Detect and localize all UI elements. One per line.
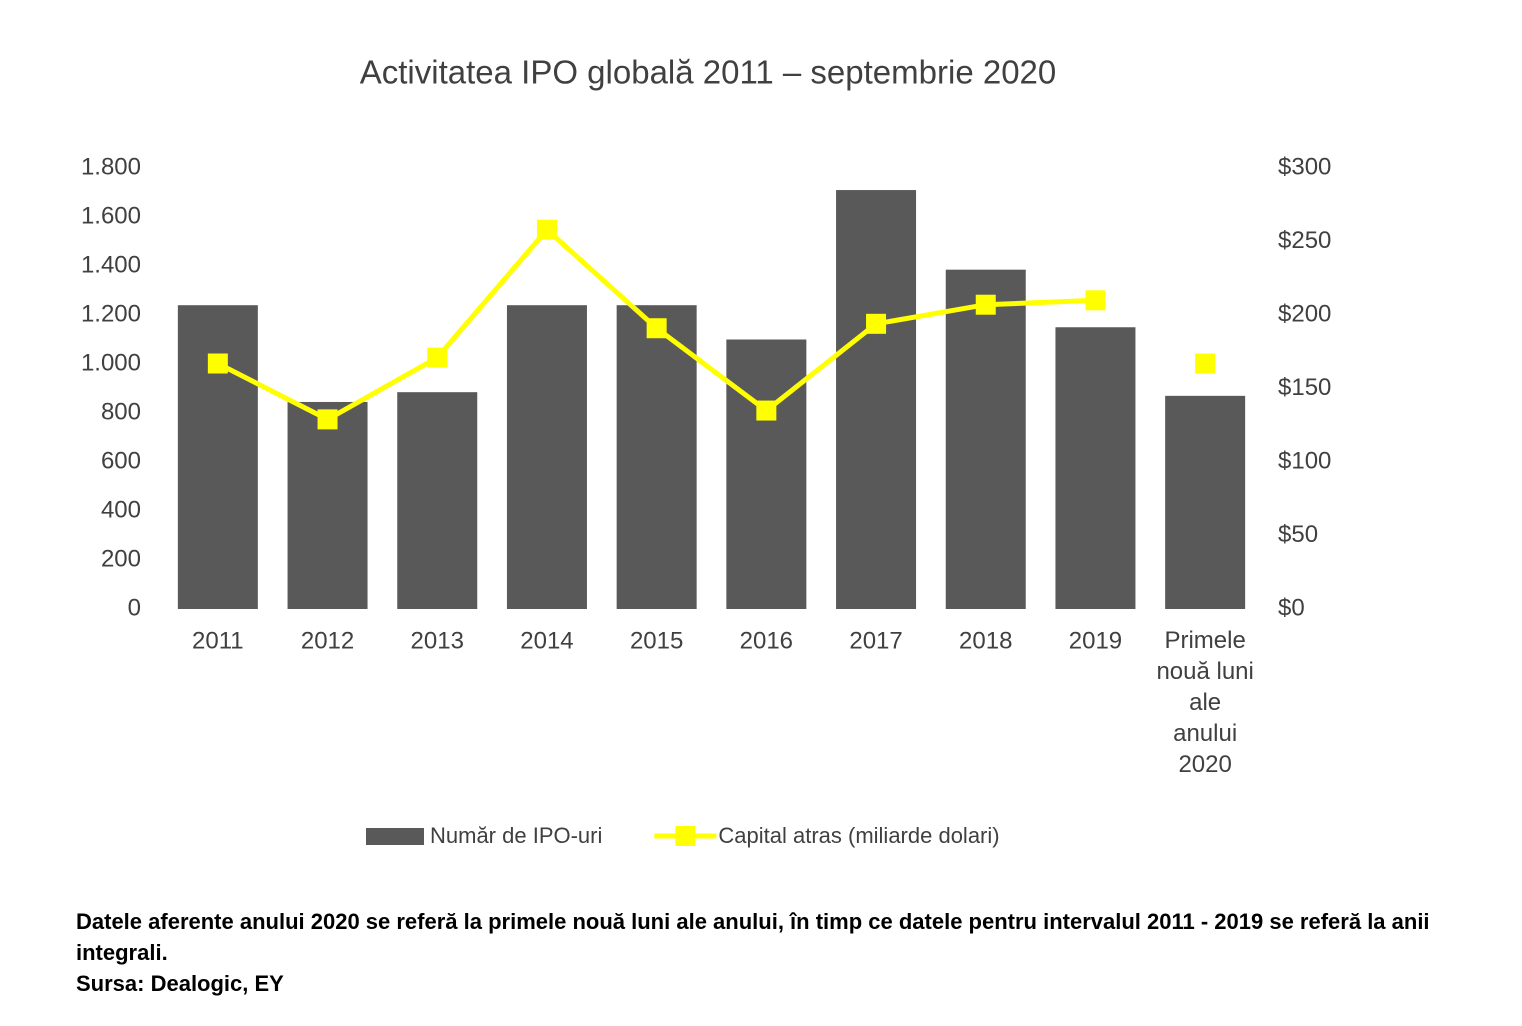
y-tick-label: 1.400 [81, 251, 141, 278]
x-tick-label: 2014 [520, 627, 573, 654]
legend-label: Capital atras (miliarde dolari) [718, 823, 999, 848]
x-tick-label: 2016 [740, 627, 793, 654]
bar [1055, 327, 1136, 609]
chart-title: Activitatea IPO globală 2011 – septembri… [360, 54, 1057, 91]
note-text: Datele aferente anului 2020 se referă la… [76, 909, 1430, 965]
bar [836, 190, 917, 610]
notes: Datele aferente anului 2020 se referă la… [76, 906, 1496, 999]
bar [506, 305, 587, 609]
x-tick-label: 2017 [849, 627, 902, 654]
y-tick-label: 200 [101, 545, 141, 572]
source-text: Sursa: Dealogic, EY [76, 971, 284, 996]
legend-label: Număr de IPO-uri [430, 823, 602, 848]
y2-tick-label: $250 [1278, 227, 1331, 254]
y-tick-label: 600 [101, 447, 141, 474]
bar [397, 392, 478, 609]
bar [287, 401, 368, 609]
y-tick-label: 800 [101, 398, 141, 425]
chart: Activitatea IPO globală 2011 – septembri… [81, 54, 1331, 848]
line-marker [536, 219, 557, 240]
x-tick-label: 2018 [959, 627, 1012, 654]
x-tick-label: 2012 [301, 627, 354, 654]
line-marker [975, 294, 996, 315]
bar [177, 305, 258, 609]
y2-tick-label: $200 [1278, 300, 1331, 327]
y-tick-label: 400 [101, 496, 141, 523]
line-marker [207, 353, 228, 374]
x-tick-label: 2011 [192, 627, 244, 654]
line-marker [1085, 290, 1106, 311]
x-tick-label: 2015 [630, 627, 683, 654]
bar [616, 305, 697, 609]
y-tick-label: 1.000 [81, 349, 141, 376]
bar [945, 269, 1026, 609]
x-tick-label: 2013 [411, 627, 464, 654]
line-marker [427, 347, 448, 368]
legend-swatch [366, 828, 424, 845]
line-marker [317, 409, 338, 430]
y2-tick-label: $0 [1278, 594, 1305, 621]
y-tick-label: 1.800 [81, 153, 141, 180]
y-tick-label: 1.200 [81, 300, 141, 327]
y2-tick-label: $50 [1278, 521, 1318, 548]
x-tick-label: Primele nouă luni ale anului 2020 [1156, 627, 1253, 778]
legend-swatch [675, 826, 696, 846]
bar [726, 339, 807, 609]
line-marker [756, 400, 777, 421]
y2-tick-label: $150 [1278, 374, 1331, 401]
y2-tick-label: $100 [1278, 447, 1331, 474]
x-tick-label: 2019 [1069, 627, 1122, 654]
line-marker [1195, 353, 1216, 374]
line-marker [646, 318, 667, 339]
y-tick-label: 1.600 [81, 202, 141, 229]
bar [1165, 395, 1246, 609]
line-marker [866, 313, 887, 334]
y-tick-label: 0 [128, 594, 141, 621]
y2-tick-label: $300 [1278, 153, 1331, 180]
